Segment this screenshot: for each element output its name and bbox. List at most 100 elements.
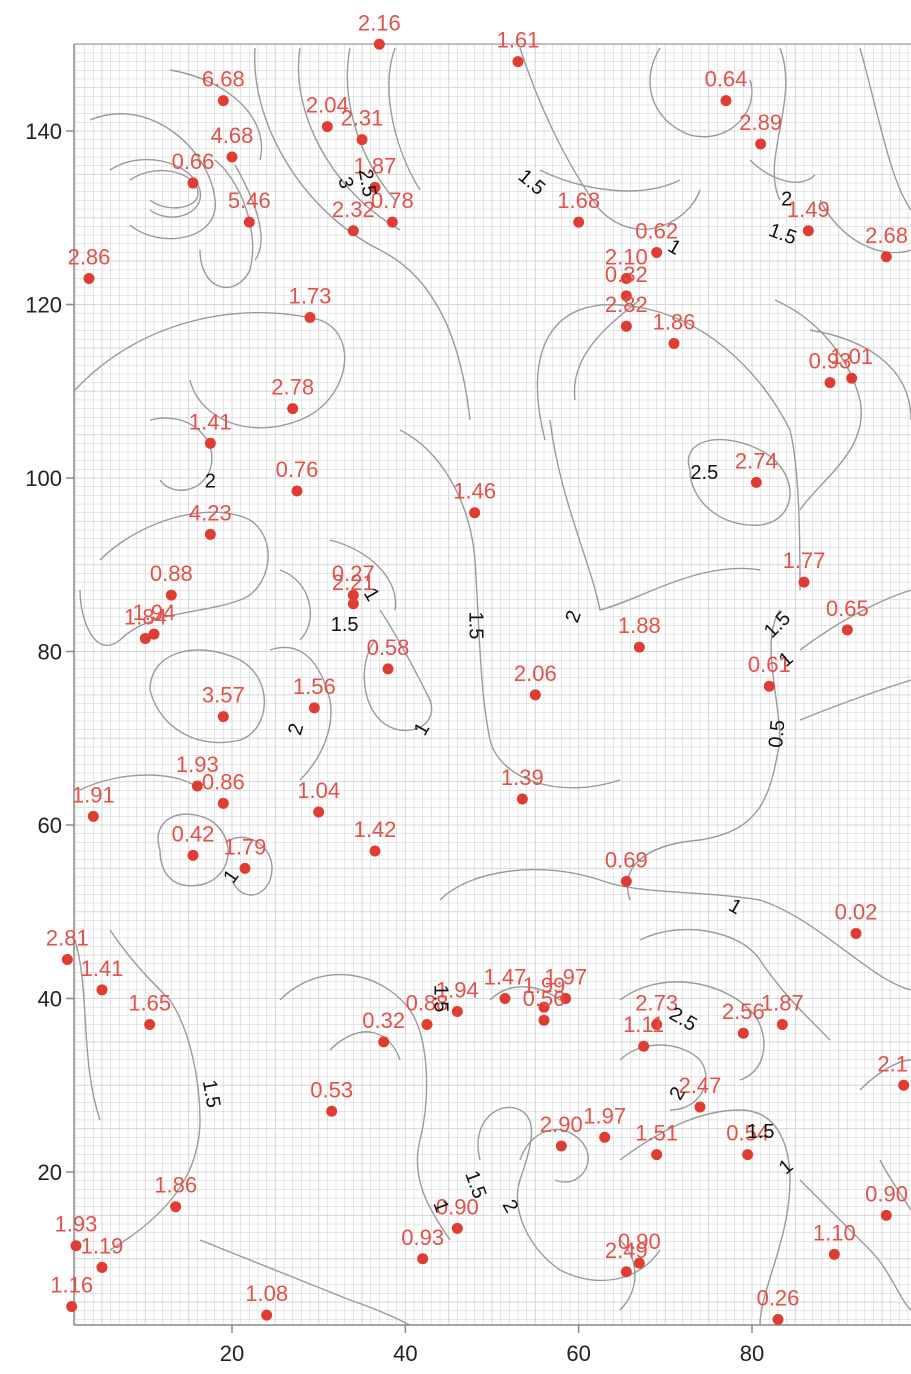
contour-line	[329, 1031, 401, 1061]
data-point	[148, 628, 160, 640]
y-tick-label: 120	[25, 293, 62, 318]
contour-level-label: 1	[725, 894, 746, 919]
data-point-label: 1.42	[354, 817, 397, 842]
data-point	[620, 875, 632, 887]
data-point-label: 1.93	[176, 752, 219, 777]
contour-line	[539, 169, 681, 192]
contour-line	[399, 429, 621, 789]
data-point	[651, 246, 663, 258]
data-point-label: 0.86	[202, 769, 245, 794]
data-point	[356, 134, 368, 146]
data-point-label: 0.61	[748, 652, 791, 677]
data-point-label: 1.87	[761, 991, 804, 1016]
data-point-label: 1.88	[618, 613, 661, 638]
data-point-label: 6.68	[202, 67, 245, 92]
data-point-label: 0.02	[835, 899, 878, 924]
data-point-label: 4.23	[189, 500, 232, 525]
data-point	[633, 641, 645, 653]
data-point-label: 0.32	[362, 1008, 405, 1033]
data-point	[469, 507, 481, 519]
data-point	[217, 711, 229, 723]
data-point-label: 1.11	[623, 1012, 664, 1037]
contour-line	[89, 113, 216, 240]
data-point-label: 1.73	[289, 284, 332, 309]
data-point	[347, 598, 359, 610]
contour-level-label: 1.5	[766, 219, 800, 249]
data-point	[87, 810, 99, 822]
data-point-label: 1.41	[189, 409, 232, 434]
axes: 20 40 60 80 20 40 60 80 100 120 140	[25, 43, 911, 1366]
contour-line	[649, 47, 753, 138]
data-points: 2.16 1.61 6.68 0.64 2.042.31 4.68 2.89 0.66 1.87…	[46, 10, 910, 1325]
data-point	[369, 845, 381, 857]
data-point	[720, 95, 732, 107]
contour-level-label: 1.5	[430, 985, 452, 1013]
contour-line	[799, 679, 911, 721]
data-point-label: 1.61	[497, 28, 540, 53]
data-point	[638, 1040, 650, 1052]
data-point	[802, 225, 814, 237]
x-tick-label: 60	[566, 1341, 590, 1366]
data-point-label: 0.93	[401, 1225, 444, 1250]
data-point	[378, 1036, 390, 1048]
data-point-label: 1.16	[50, 1272, 93, 1297]
data-point	[373, 38, 385, 50]
data-point	[382, 663, 394, 675]
data-point	[165, 589, 177, 601]
data-point-label: 1.10	[813, 1220, 856, 1245]
data-point	[61, 953, 73, 965]
x-tick-label: 40	[393, 1341, 417, 1366]
data-point-label: 2.81	[46, 925, 89, 950]
data-point-label: 2.10	[605, 244, 648, 269]
data-point-label: 0.88	[406, 991, 449, 1016]
data-point-label: 2.32	[332, 197, 375, 222]
contour-line	[269, 646, 332, 781]
data-point-label: 1.65	[128, 991, 171, 1016]
data-point-label: 2.73	[635, 991, 678, 1016]
data-point	[304, 312, 316, 324]
data-point-label: 1.04	[297, 778, 340, 803]
contour-level-label: 1.5	[331, 614, 359, 636]
data-point-label: 2.06	[514, 661, 557, 686]
data-point-label: 2.21	[332, 570, 375, 595]
contour-line	[536, 303, 801, 591]
contour-line	[279, 569, 312, 641]
data-point	[187, 849, 199, 861]
data-point	[386, 216, 398, 228]
data-point-label: 0.66	[172, 149, 215, 174]
y-tick-label: 140	[25, 119, 62, 144]
contour-line	[346, 47, 396, 201]
data-point	[529, 689, 541, 701]
data-point	[516, 793, 528, 805]
data-point-label: 1.46	[453, 479, 496, 504]
data-point	[96, 984, 108, 996]
data-point-label: 0.42	[172, 821, 215, 846]
data-point-label: 1.86	[653, 310, 696, 335]
data-point-label: 2.47	[679, 1073, 722, 1098]
data-point-label: 0.58	[367, 635, 410, 660]
data-point	[798, 576, 810, 588]
data-point	[217, 95, 229, 107]
contour-line	[819, 199, 911, 254]
contour-line	[489, 986, 561, 1001]
contour-line	[619, 981, 765, 1081]
data-point-label: 2.89	[739, 110, 782, 135]
data-point	[308, 702, 320, 714]
data-point	[66, 1300, 78, 1312]
data-point-label: 0.64	[705, 67, 748, 92]
data-point	[261, 1309, 273, 1321]
data-point-label: 1.08	[245, 1281, 288, 1306]
data-point-label: 1.93	[55, 1212, 98, 1237]
data-point	[555, 1140, 567, 1152]
data-point-label: 1.49	[787, 197, 830, 222]
data-point	[620, 290, 632, 302]
data-point-label: 1.97	[583, 1103, 626, 1128]
contour-line	[199, 1239, 411, 1325]
data-point	[369, 181, 381, 193]
data-point	[599, 1131, 611, 1143]
contour-line	[519, 47, 701, 230]
contour-level-label: 1.5	[198, 1078, 224, 1109]
contour-line	[109, 929, 201, 1251]
data-point-label: 0.53	[310, 1077, 353, 1102]
